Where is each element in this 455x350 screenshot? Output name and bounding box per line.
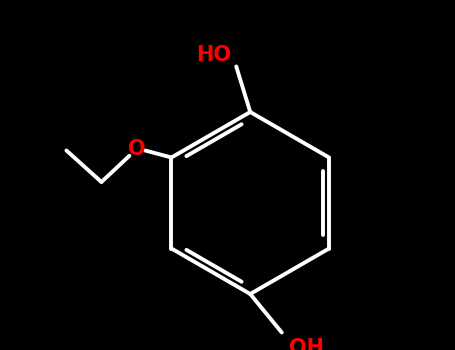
Text: HO: HO [196, 45, 231, 65]
Text: O: O [128, 139, 145, 159]
Text: OH: OH [289, 338, 324, 350]
